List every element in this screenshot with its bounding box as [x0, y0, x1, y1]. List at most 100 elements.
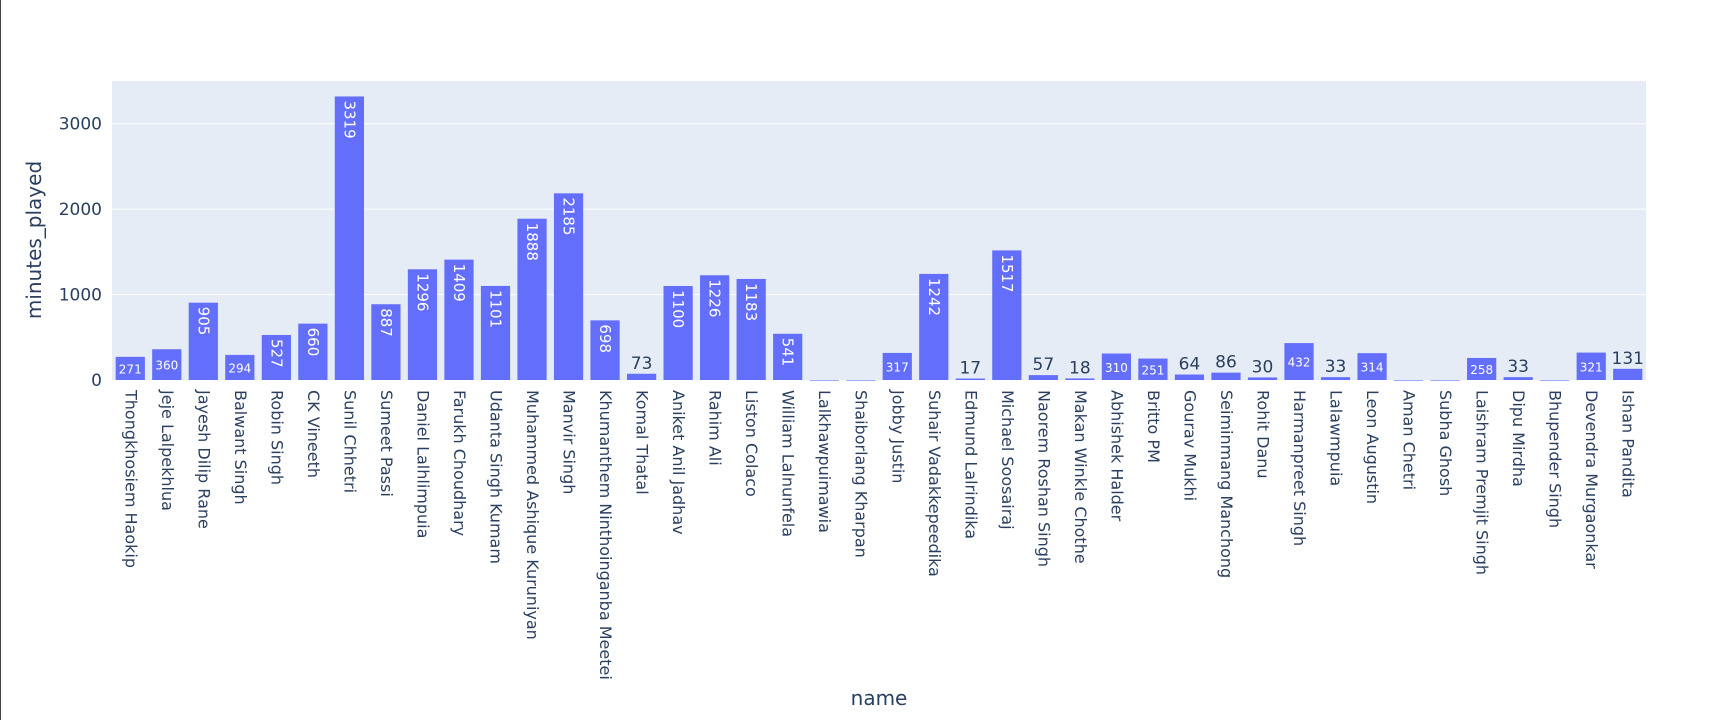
bar	[1284, 343, 1314, 380]
bar	[919, 273, 949, 380]
x-tick-label: Jobby Justin	[888, 389, 907, 483]
x-tick-label: Gourav Mukhi	[1180, 390, 1199, 501]
x-tick-label: Subha Ghosh	[1436, 390, 1455, 496]
x-tick-label: Daniel Lalhlimpuia	[413, 390, 432, 538]
bar	[1174, 374, 1205, 380]
bar-data-label: 258	[1470, 363, 1493, 377]
x-tick-label: CK Vineeth	[304, 390, 323, 478]
bar-data-label: 57	[1033, 355, 1055, 375]
x-tick-label: Ishan Pandita	[1619, 390, 1638, 498]
bar	[663, 286, 693, 380]
bar	[1247, 377, 1278, 380]
y-tick-label: 1000	[59, 286, 102, 306]
x-tick-label: Seiminmang Manchong	[1217, 390, 1236, 578]
x-tick-label: Suhair Vadakkepeedika	[925, 390, 944, 577]
x-tick-label: Farukh Choudhary	[450, 390, 469, 536]
bar-data-label: 698	[596, 324, 614, 353]
bar	[1320, 377, 1351, 380]
x-tick-label: Udanta Singh Kumam	[487, 390, 506, 564]
bar	[1065, 378, 1095, 380]
bar	[1540, 380, 1570, 381]
x-tick-label: Naorem Roshan Singh	[1034, 390, 1053, 567]
x-tick-label: Rahim Ali	[706, 390, 725, 466]
bar	[955, 378, 985, 380]
bar-data-label: 321	[1580, 360, 1603, 374]
x-tick-label: Britto PM	[1144, 390, 1163, 463]
x-tick-label: Aniket Anil Jadhav	[669, 390, 688, 535]
bar-data-label: 310	[1105, 361, 1128, 375]
x-tick-label: Robin Singh	[267, 390, 286, 485]
bar-data-label: 1409	[450, 264, 468, 302]
bar-data-label: 17	[959, 359, 981, 379]
x-tick-label: Dipu Mirdha	[1509, 390, 1528, 487]
bar-data-label: 18	[1069, 358, 1091, 378]
bar-data-label: 73	[631, 354, 653, 374]
x-tick-label: Laishram Premjit Singh	[1473, 390, 1492, 575]
bar-data-label: 86	[1215, 353, 1237, 373]
bar	[590, 320, 620, 380]
bar	[626, 373, 657, 380]
bar-data-label: 1888	[523, 223, 541, 261]
bar	[1430, 380, 1460, 381]
bar-data-label: 1226	[706, 279, 724, 317]
bar-data-label: 33	[1325, 357, 1347, 377]
bars	[115, 96, 1643, 381]
x-tick-label: Khumanthem Ninthoinganba Meetei	[596, 390, 615, 680]
x-tick-label: Edmund Lalrindika	[961, 390, 980, 539]
bar	[298, 323, 328, 380]
bar-data-label: 1517	[998, 254, 1016, 292]
x-tick-label: Komal Thatal	[633, 390, 652, 495]
y-tick-label: 2000	[59, 200, 102, 220]
bar-data-label: 271	[119, 362, 142, 376]
x-tick-label: Lalawmpuia	[1327, 390, 1346, 486]
x-tick-label: Aman Chetri	[1400, 390, 1419, 490]
x-tick-label: Jayesh Dilip Rane	[194, 389, 213, 529]
bar	[115, 356, 145, 380]
y-tick-label: 3000	[59, 115, 102, 135]
bar	[1211, 372, 1241, 380]
x-tick-label: Lalkhawpuimawia	[815, 390, 834, 533]
bar	[334, 96, 365, 380]
bar-data-label: 660	[304, 328, 322, 357]
x-tick-label: Makan Winkle Chothe	[1071, 390, 1090, 564]
x-tick-label: Rohit Danu	[1254, 390, 1273, 479]
bar-data-label: 887	[377, 308, 395, 337]
bar-data-label: 3319	[340, 100, 358, 138]
bar	[992, 250, 1022, 380]
bar	[188, 302, 218, 380]
gridlines	[112, 123, 1646, 296]
bar	[809, 380, 839, 381]
bar	[773, 333, 803, 380]
bar	[553, 193, 584, 380]
bar	[1393, 380, 1424, 381]
bar	[846, 380, 876, 381]
plot-background	[112, 81, 1646, 380]
bar	[1101, 353, 1132, 380]
x-tick-label: Devendra Murgaonkar	[1582, 390, 1601, 569]
bar-data-label: 541	[779, 338, 797, 367]
x-tick-label: Shaiborlang Kharpan	[852, 390, 871, 558]
bar	[1467, 357, 1497, 380]
bar	[261, 334, 291, 380]
bar-data-label: 1101	[487, 290, 505, 328]
bar	[225, 354, 255, 380]
bar-data-label: 314	[1361, 361, 1384, 375]
bar-data-label: 294	[228, 361, 251, 375]
bar-data-label: 1242	[925, 278, 943, 316]
x-tick-label: Bhupender Singh	[1546, 390, 1565, 528]
bar-data-label: 317	[886, 360, 909, 374]
x-tick-label: Jeje Lalpekhlua	[158, 389, 177, 511]
bar	[444, 259, 474, 380]
bar-data-label: 2185	[560, 197, 578, 235]
bar	[407, 269, 438, 380]
bar	[1613, 368, 1643, 380]
bar-data-label: 1100	[669, 290, 687, 328]
x-tick-label: Liston Colaco	[742, 390, 761, 497]
bar	[1357, 353, 1387, 380]
bar	[736, 278, 766, 380]
x-tick-labels: Thongkhosiem Haokip Jeje Lalpekhlua Jayesh…	[121, 389, 1637, 680]
bar-data-label: 64	[1179, 355, 1201, 375]
bar-data-label: 131	[1612, 349, 1644, 369]
